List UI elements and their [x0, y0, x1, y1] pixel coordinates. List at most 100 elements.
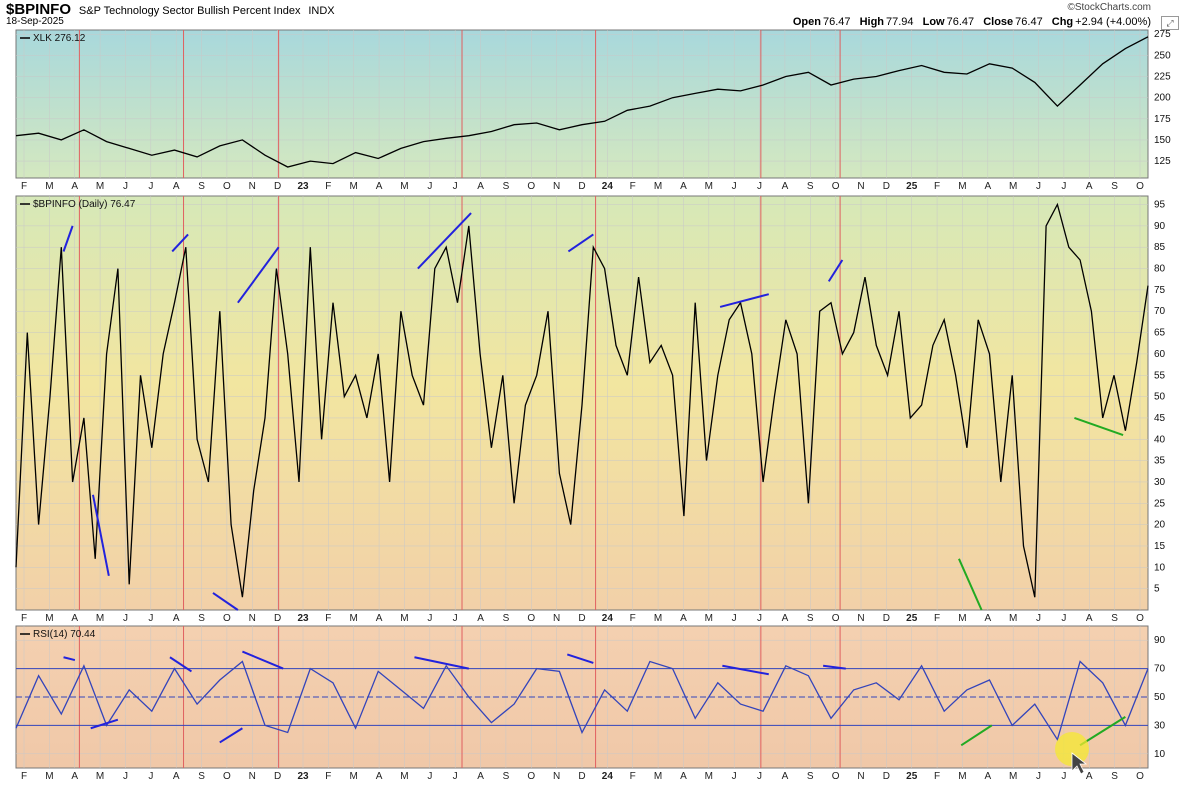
x-axis-month-label: S [807, 613, 814, 624]
chg-value: +2.94 (+4.00%) [1075, 16, 1151, 28]
x-axis-month-label: D [578, 613, 585, 624]
x-axis-month-label: M [958, 181, 966, 192]
y-tick-label: 40 [1154, 434, 1166, 445]
y-tick-label: 70 [1154, 664, 1166, 675]
x-axis-month-label: A [680, 613, 687, 624]
chg-label: Chg [1051, 16, 1074, 28]
x-axis-month-label: A [477, 181, 484, 192]
y-tick-label: 30 [1154, 477, 1166, 488]
x-axis-month-label: M [705, 613, 713, 624]
x-axis-year-label: 25 [906, 771, 918, 782]
x-axis-month-label: A [782, 771, 789, 782]
x-axis-month-label: M [958, 771, 966, 782]
cursor-highlight [1055, 732, 1089, 766]
x-axis-month-label: A [71, 771, 78, 782]
x-axis-month-label: M [350, 771, 358, 782]
x-axis-month-label: A [984, 613, 991, 624]
series-line-price [15, 36, 1149, 168]
y-tick-label: 175 [1154, 114, 1171, 125]
x-axis-month-label: J [1061, 613, 1066, 624]
x-axis-month-label: O [1136, 181, 1144, 192]
y-tick-label: 250 [1154, 50, 1171, 61]
x-axis-month-label: A [71, 181, 78, 192]
x-axis-month-label: M [654, 181, 662, 192]
x-axis-month-label: S [503, 613, 510, 624]
x-axis-month-label: O [527, 613, 535, 624]
zoom-icon[interactable]: ⤢ [1161, 16, 1179, 30]
x-axis-month-label: O [223, 181, 231, 192]
trendline-blue [91, 494, 110, 577]
x-axis-month-label: J [427, 613, 432, 624]
y-tick-label: 60 [1154, 349, 1166, 360]
x-axis-month-label: J [453, 181, 458, 192]
open-value: 76.47 [822, 16, 851, 28]
y-tick-label: 10 [1154, 562, 1166, 573]
x-axis-month-label: O [223, 613, 231, 624]
x-axis-year-label: 24 [602, 613, 614, 624]
x-axis-month-label: J [427, 181, 432, 192]
x-axis-month-label: M [958, 613, 966, 624]
x-axis-month-label: S [503, 181, 510, 192]
rsi-trendline-blue [63, 656, 76, 662]
mouse-cursor-icon [1071, 752, 1088, 775]
low-value: 76.47 [946, 16, 975, 28]
x-axis-month-label: J [453, 613, 458, 624]
legend-label-price: XLK 276.12 [33, 33, 86, 44]
y-tick-label: 10 [1154, 749, 1166, 760]
y-tick-label: 80 [1154, 264, 1166, 275]
x-axis-month-label: A [173, 613, 180, 624]
y-tick-label: 55 [1154, 370, 1166, 381]
rsi-trendline-blue [566, 653, 594, 664]
y-tick-label: 95 [1154, 200, 1166, 211]
rsi-trendline-blue [169, 656, 193, 673]
x-axis-month-label: O [527, 181, 535, 192]
x-axis-month-label: A [984, 181, 991, 192]
x-axis-month-label: M [400, 771, 408, 782]
trendline-blue [171, 233, 189, 253]
x-axis-month-label: D [578, 181, 585, 192]
x-axis-month-label: A [680, 181, 687, 192]
x-axis-month-label: M [705, 771, 713, 782]
legend-label-rsi: RSI(14) 70.44 [33, 629, 96, 640]
x-axis-month-label: A [376, 613, 383, 624]
trendline-blue [567, 233, 594, 253]
x-axis-month-label: S [807, 181, 814, 192]
x-axis-month-label: M [45, 613, 53, 624]
y-tick-label: 200 [1154, 93, 1171, 104]
x-axis-month-label: N [857, 613, 864, 624]
series-line-rsi [15, 660, 1149, 742]
x-axis-month-label: O [527, 771, 535, 782]
x-axis-month-label: S [1111, 771, 1118, 782]
x-axis-month-label: F [21, 771, 27, 782]
x-axis-month-label: F [934, 613, 940, 624]
ohlc-readout: Open 76.47 High 77.94 Low 76.47 Close 76.47 … [787, 16, 1151, 28]
y-tick-label: 125 [1154, 156, 1171, 167]
x-axis-month-label: N [857, 181, 864, 192]
x-axis-month-label: O [1136, 771, 1144, 782]
chart-title: $BPINFO S&P Technology Sector Bullish Pe… [6, 1, 335, 18]
y-tick-label: 150 [1154, 135, 1171, 146]
description: S&P Technology Sector Bullish Percent In… [78, 5, 301, 17]
x-axis-month-label: M [705, 181, 713, 192]
x-axis-month-label: O [832, 181, 840, 192]
high-label: High [859, 16, 885, 28]
x-axis-year-label: 23 [297, 613, 309, 624]
close-value: 76.47 [1015, 16, 1043, 28]
symbol: $BPINFO [6, 1, 72, 18]
trendline-blue [62, 225, 74, 252]
rsi-trendline-blue [90, 718, 119, 730]
y-tick-label: 275 [1154, 29, 1171, 40]
x-axis-month-label: J [732, 771, 737, 782]
brand-watermark[interactable]: ©StockCharts.com [1067, 2, 1151, 13]
x-axis-month-label: J [148, 771, 153, 782]
x-axis-month-label: M [400, 181, 408, 192]
y-tick-label: 90 [1154, 221, 1166, 232]
open-label: Open [792, 16, 821, 28]
x-axis-month-label: J [1036, 613, 1041, 624]
y-tick-label: 70 [1154, 306, 1166, 317]
x-axis-month-label: D [274, 613, 281, 624]
trendline-green [1074, 416, 1124, 436]
x-axis-month-label: S [198, 771, 205, 782]
trendline-blue [719, 293, 770, 308]
x-axis-month-label: D [274, 771, 281, 782]
